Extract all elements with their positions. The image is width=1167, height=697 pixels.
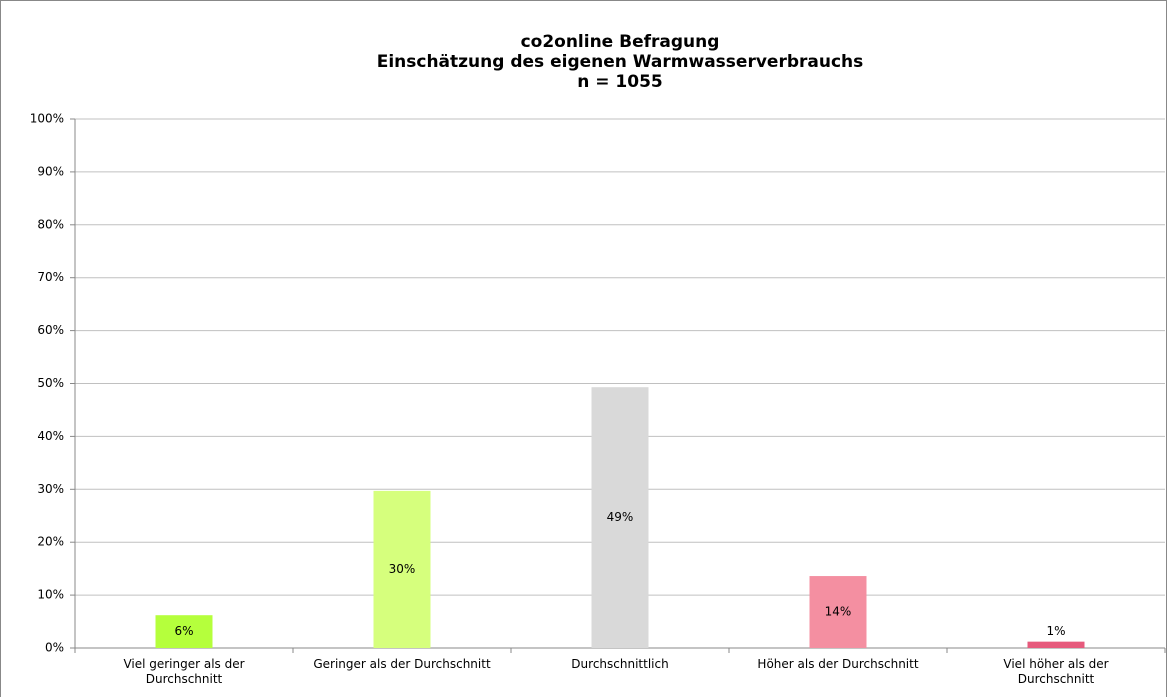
value-label: 49% — [607, 510, 634, 524]
bar — [1027, 641, 1085, 648]
y-tick-label: 40% — [37, 429, 64, 443]
chart-title: co2online Befragung — [521, 32, 720, 52]
x-tick-label: Geringer als der Durchschnitt — [313, 657, 491, 671]
chart-title: n = 1055 — [577, 72, 663, 92]
y-tick-label: 30% — [37, 482, 64, 496]
chart-title: Einschätzung des eigenen Warmwasserverbr… — [377, 52, 864, 72]
bar — [155, 615, 213, 648]
value-label: 30% — [389, 562, 416, 576]
bar — [591, 387, 649, 648]
value-label: 1% — [1046, 624, 1065, 638]
value-label: 6% — [174, 624, 193, 638]
x-tick-label: Viel geringer als der Durchschnitt — [123, 657, 245, 686]
bar — [373, 490, 431, 648]
bar — [809, 576, 867, 648]
y-tick-label: 50% — [37, 376, 64, 390]
y-tick-label: 80% — [37, 217, 64, 231]
x-tick-label: Viel höher als der Durchschnitt — [1003, 657, 1109, 686]
x-tick-label: Durchschnittlich — [571, 657, 669, 671]
y-tick-label: 100% — [30, 112, 64, 126]
y-tick-label: 20% — [37, 535, 64, 549]
y-tick-label: 60% — [37, 323, 64, 337]
y-tick-label: 0% — [45, 641, 64, 655]
value-label: 14% — [825, 605, 852, 619]
y-tick-label: 70% — [37, 270, 64, 284]
y-tick-label: 90% — [37, 164, 64, 178]
x-tick-label: Höher als der Durchschnitt — [757, 657, 919, 671]
y-tick-label: 10% — [37, 588, 64, 602]
